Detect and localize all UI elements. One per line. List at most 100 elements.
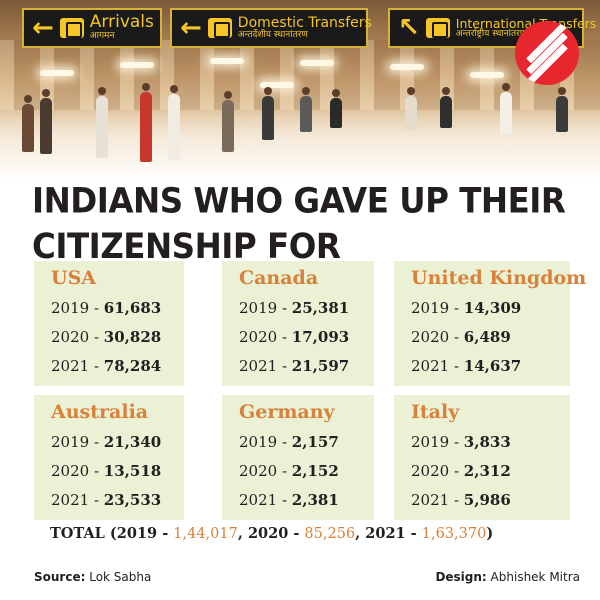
separator: - [89, 299, 104, 317]
count: 14,637 [463, 357, 522, 375]
source-name: Lok Sabha [85, 570, 152, 584]
traveller [262, 87, 274, 140]
year: 2019 [51, 433, 90, 451]
separator: - [89, 328, 104, 346]
country-name: Canada [239, 267, 319, 289]
indian-express-logo [515, 21, 579, 85]
arrow-left-icon: ← [180, 13, 202, 43]
count: 17,093 [291, 328, 350, 346]
separator: - [89, 433, 104, 451]
separator: - [449, 299, 464, 317]
country-name: United Kingdom [411, 267, 587, 289]
traveller [500, 83, 512, 134]
year-row: 2021 - 2,381 [239, 486, 374, 515]
ceiling-light [470, 72, 504, 78]
sign-hindi: अन्तर्देशीय स्थानांतरण [237, 29, 308, 40]
total-2019: 1,44,017 [173, 526, 238, 542]
country-name: Germany [239, 401, 335, 423]
separator: - [89, 462, 104, 480]
year: 2021 [239, 357, 278, 375]
year-row: 2020 - 6,489 [411, 323, 570, 352]
year: 2020 [239, 328, 278, 346]
year: 2020 [411, 328, 450, 346]
count: 14,309 [463, 299, 522, 317]
total-2020: 85,256 [304, 526, 356, 542]
year: 2021 [411, 357, 450, 375]
year-row: 2020 - 13,518 [51, 457, 184, 486]
total-text: (2019 - [104, 525, 174, 542]
separator: - [449, 433, 464, 451]
separator: - [449, 328, 464, 346]
traveller [140, 83, 152, 162]
count: 2,152 [291, 462, 339, 480]
count: 78,284 [103, 357, 162, 375]
separator: - [277, 433, 292, 451]
traveller [300, 87, 312, 132]
airport-photo: ← Arrivals आगमन ← Domestic Transfers अन्… [0, 0, 600, 180]
count: 5,986 [463, 491, 511, 509]
year: 2019 [51, 299, 90, 317]
footer: Source: Lok Sabha Design: Abhishek Mitra [0, 562, 600, 600]
headline-line-1: INDIANS WHO GAVE UP THEIR [32, 180, 566, 222]
traveller [405, 87, 417, 130]
count: 23,533 [103, 491, 162, 509]
year: 2020 [51, 462, 90, 480]
headline-line-2: CITIZENSHIP FOR [32, 225, 341, 267]
plane-icon [207, 18, 232, 38]
designer-name: Abhishek Mitra [486, 570, 580, 584]
year-row: 2019 - 3,833 [411, 428, 570, 457]
count: 25,381 [291, 299, 350, 317]
country-name: Italy [411, 401, 460, 423]
traveller [96, 87, 108, 158]
sign-hindi: अन्तर्राष्ट्रीय स्थानांतरण [455, 28, 527, 39]
separator: - [277, 299, 292, 317]
country-card-germany: Germany 2019 - 2,157 2020 - 2,152 2021 -… [222, 395, 374, 520]
sign-english: Arrivals [89, 12, 154, 33]
count: 2,312 [463, 462, 511, 480]
year: 2021 [411, 491, 450, 509]
domestic-transfers-sign: ← Domestic Transfers अन्तर्देशीय स्थानां… [170, 8, 372, 48]
ceiling-light [120, 62, 154, 68]
ceiling-light [390, 64, 424, 70]
year: 2019 [239, 299, 278, 317]
total-label: TOTAL [50, 525, 105, 542]
year-row: 2021 - 21,597 [239, 352, 374, 381]
separator: - [449, 462, 464, 480]
suitcase-icon [59, 18, 84, 38]
design-label: Design: [435, 570, 487, 584]
count: 61,683 [103, 299, 162, 317]
traveller [556, 87, 568, 132]
country-name: Australia [51, 401, 149, 423]
separator: - [277, 357, 292, 375]
year-row: 2020 - 2,152 [239, 457, 374, 486]
ceiling-light [210, 58, 244, 64]
year: 2019 [411, 433, 450, 451]
year-row: 2021 - 5,986 [411, 486, 570, 515]
year-row: 2021 - 23,533 [51, 486, 184, 515]
traveller [330, 89, 342, 128]
ceiling-light [260, 82, 294, 88]
country-card-canada: Canada 2019 - 25,381 2020 - 17,093 2021 … [222, 261, 374, 386]
source-label: Source: [34, 570, 86, 584]
year: 2019 [411, 299, 450, 317]
total-text: , 2020 - [237, 525, 305, 542]
separator: - [277, 328, 292, 346]
ceiling-light [40, 70, 74, 76]
separator: - [277, 462, 292, 480]
year: 2020 [411, 462, 450, 480]
traveller [40, 89, 52, 154]
traveller [440, 87, 452, 128]
country-card-italy: Italy 2019 - 3,833 2020 - 2,312 2021 - 5… [394, 395, 570, 520]
source-credit: Source: Lok Sabha [34, 570, 151, 584]
sign-hindi: आगमन [89, 31, 115, 42]
count: 21,597 [291, 357, 350, 375]
separator: - [449, 357, 464, 375]
year-row: 2020 - 30,828 [51, 323, 184, 352]
year: 2021 [51, 491, 90, 509]
year: 2020 [51, 328, 90, 346]
country-card-usa: USA 2019 - 61,683 2020 - 30,828 2021 - 7… [34, 261, 184, 386]
year: 2019 [239, 433, 278, 451]
year-row: 2019 - 14,309 [411, 294, 570, 323]
count: 13,518 [103, 462, 162, 480]
design-credit: Design: Abhishek Mitra [435, 570, 580, 584]
